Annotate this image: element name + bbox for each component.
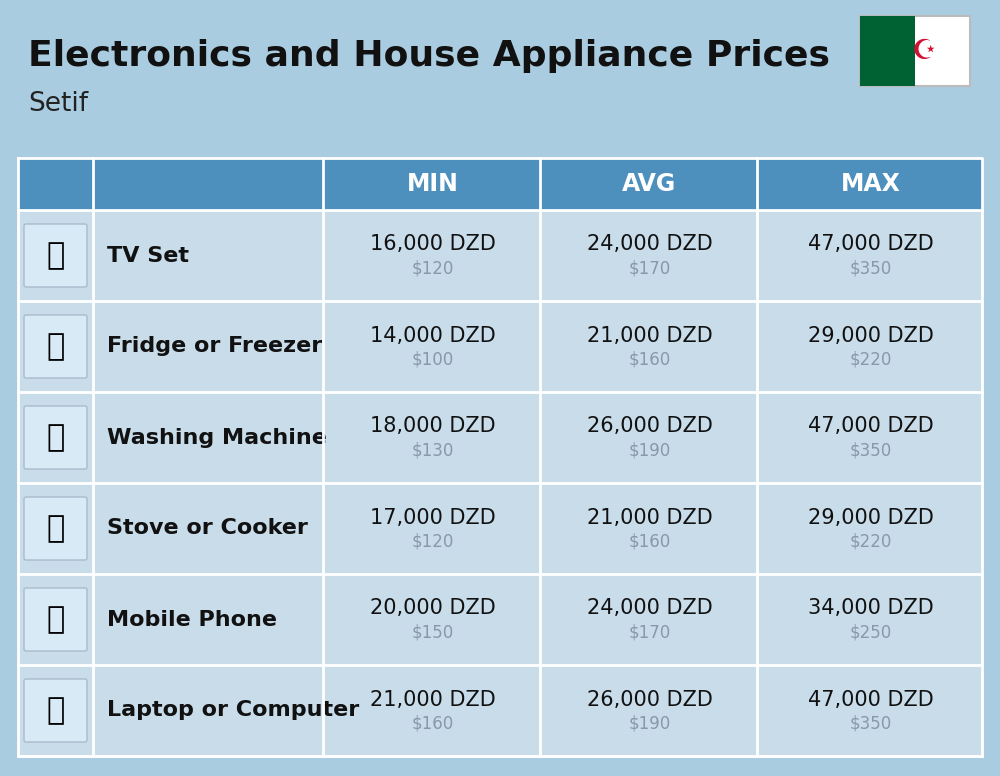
Text: 🧊: 🧊 — [46, 332, 65, 361]
Text: 26,000 DZD: 26,000 DZD — [587, 690, 712, 709]
FancyBboxPatch shape — [24, 679, 87, 742]
Text: 26,000 DZD: 26,000 DZD — [587, 417, 712, 436]
Text: $160: $160 — [411, 715, 454, 733]
Text: $350: $350 — [849, 259, 892, 278]
Text: 47,000 DZD: 47,000 DZD — [808, 690, 933, 709]
Text: $160: $160 — [628, 532, 671, 550]
FancyBboxPatch shape — [24, 224, 87, 287]
Bar — [18, 158, 982, 210]
Text: Setif: Setif — [28, 91, 88, 117]
FancyBboxPatch shape — [24, 497, 87, 560]
Text: 24,000 DZD: 24,000 DZD — [587, 598, 712, 618]
Text: $220: $220 — [849, 351, 892, 369]
Text: 47,000 DZD: 47,000 DZD — [808, 417, 933, 436]
Text: 29,000 DZD: 29,000 DZD — [808, 508, 933, 528]
Text: 🔥: 🔥 — [46, 514, 65, 543]
Bar — [18, 665, 982, 756]
Bar — [18, 392, 982, 483]
Text: 21,000 DZD: 21,000 DZD — [370, 690, 495, 709]
Text: Stove or Cooker: Stove or Cooker — [107, 518, 308, 539]
Bar — [18, 574, 982, 665]
Text: $120: $120 — [411, 259, 454, 278]
Text: Electronics and House Appliance Prices: Electronics and House Appliance Prices — [28, 39, 830, 73]
Text: 16,000 DZD: 16,000 DZD — [370, 234, 495, 255]
Bar — [18, 158, 93, 210]
Text: 💻: 💻 — [46, 696, 65, 725]
Text: $190: $190 — [628, 715, 671, 733]
Text: $250: $250 — [849, 623, 892, 642]
Text: Fridge or Freezer: Fridge or Freezer — [107, 337, 322, 356]
Text: $100: $100 — [411, 351, 454, 369]
Bar — [95, 158, 323, 210]
Text: $350: $350 — [849, 442, 892, 459]
Text: 21,000 DZD: 21,000 DZD — [587, 508, 712, 528]
Text: 🧺: 🧺 — [46, 423, 65, 452]
Text: 34,000 DZD: 34,000 DZD — [808, 598, 933, 618]
Text: 📺: 📺 — [46, 241, 65, 270]
Text: 18,000 DZD: 18,000 DZD — [370, 417, 495, 436]
Bar — [18, 210, 982, 301]
Text: Mobile Phone: Mobile Phone — [107, 609, 277, 629]
Text: 24,000 DZD: 24,000 DZD — [587, 234, 712, 255]
Bar — [18, 301, 982, 392]
Text: MAX: MAX — [841, 172, 900, 196]
Text: TV Set: TV Set — [107, 245, 189, 265]
Text: $120: $120 — [411, 532, 454, 550]
Text: $220: $220 — [849, 532, 892, 550]
Text: $130: $130 — [411, 442, 454, 459]
Text: ☪: ☪ — [911, 37, 936, 65]
Text: 29,000 DZD: 29,000 DZD — [808, 325, 933, 345]
Text: AVG: AVG — [622, 172, 677, 196]
Text: MIN: MIN — [407, 172, 458, 196]
Text: 20,000 DZD: 20,000 DZD — [370, 598, 495, 618]
Text: $350: $350 — [849, 715, 892, 733]
Text: $190: $190 — [628, 442, 671, 459]
FancyBboxPatch shape — [24, 315, 87, 378]
Bar — [860, 16, 915, 86]
Text: 📱: 📱 — [46, 605, 65, 634]
Text: 21,000 DZD: 21,000 DZD — [587, 325, 712, 345]
Text: $170: $170 — [628, 623, 671, 642]
Text: Washing Machine: Washing Machine — [107, 428, 327, 448]
Text: 14,000 DZD: 14,000 DZD — [370, 325, 495, 345]
Text: Laptop or Computer: Laptop or Computer — [107, 701, 359, 720]
Text: $150: $150 — [411, 623, 454, 642]
Text: 17,000 DZD: 17,000 DZD — [370, 508, 495, 528]
FancyBboxPatch shape — [24, 406, 87, 469]
Text: 47,000 DZD: 47,000 DZD — [808, 234, 933, 255]
Bar — [18, 483, 982, 574]
FancyBboxPatch shape — [24, 588, 87, 651]
Text: $170: $170 — [628, 259, 671, 278]
Text: $160: $160 — [628, 351, 671, 369]
Bar — [860, 16, 970, 86]
